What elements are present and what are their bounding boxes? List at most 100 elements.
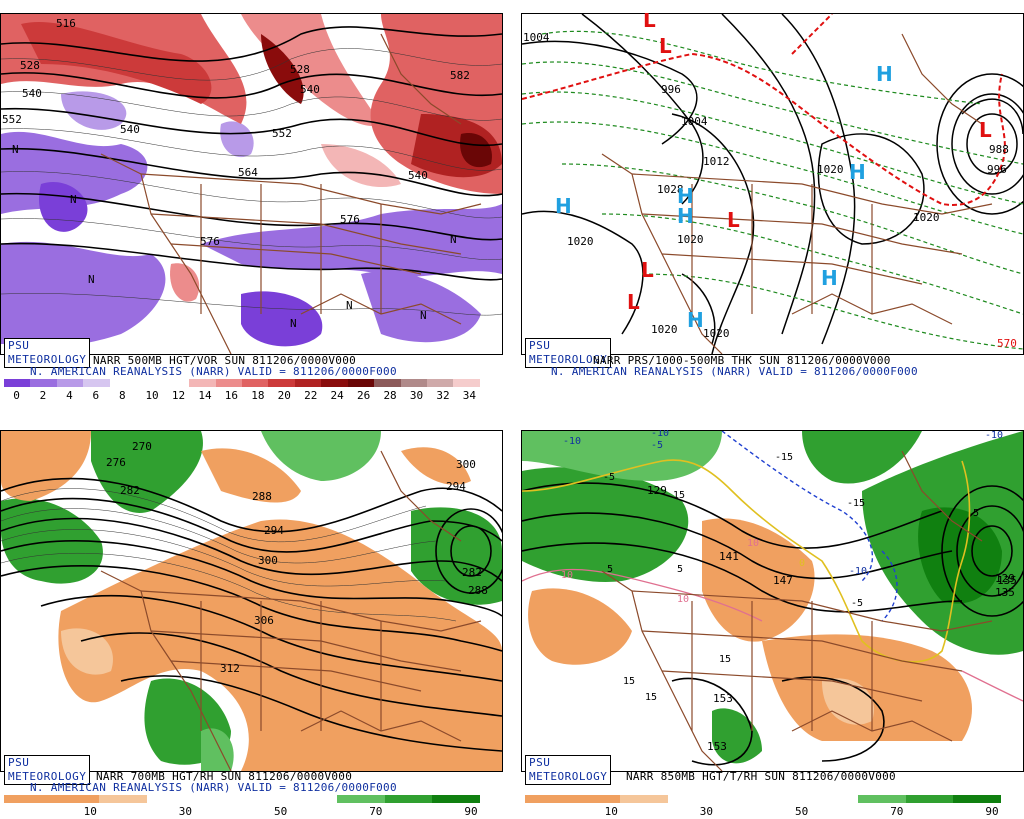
colorbar-tick-label: 24	[330, 389, 344, 402]
map-850mb	[521, 430, 1024, 772]
high-pressure-symbol: H	[876, 62, 893, 86]
colorbar-swatch	[268, 379, 295, 387]
colorbar-swatch	[620, 795, 668, 803]
colorbar-swatch	[241, 379, 269, 387]
psu-logo: PSU METEOROLOGY	[525, 755, 612, 785]
isobar-label: 1020	[703, 327, 730, 340]
isobar-label: 1012	[703, 155, 730, 168]
colorbar-tick-label: 26	[357, 389, 371, 402]
colorbar-swatch	[572, 795, 621, 803]
colorbar-swatch	[189, 379, 216, 387]
map-500mb	[0, 13, 503, 355]
temperature-label: 15	[623, 676, 635, 687]
colorbar-labels: 10 30 50 70 90	[525, 805, 1001, 818]
colorbar-swatch	[374, 379, 401, 387]
colorbar-tick-label: 28	[383, 389, 397, 402]
colorbar-tick-label: 50	[274, 805, 288, 818]
low-pressure-symbol: L	[659, 34, 672, 58]
panel-caption: NARR PRS/1000-500MB THK SUN 811206/0000V…	[593, 354, 891, 367]
panel-subcaption: N. AMERICAN REANALYSIS (NARR) VALID = 81…	[30, 781, 397, 794]
isobar-label: 1004	[523, 31, 550, 44]
contour-label: 312	[220, 662, 240, 675]
isobar-label: 1020	[677, 233, 704, 246]
psu-logo: PSU METEOROLOGY	[4, 338, 91, 368]
colorbar-labels: 0 2 4 6 8 10 12 14 16 18 20 22 24 26 28 30 32 34	[4, 389, 480, 402]
colorbar-swatch	[953, 795, 1001, 803]
contour-label: 582	[450, 69, 470, 82]
high-pressure-symbol: H	[677, 204, 694, 228]
contour-label: 306	[254, 614, 274, 627]
isobar-label: 1020	[567, 235, 594, 248]
colorbar-swatch	[715, 795, 763, 803]
vort-min-label: N	[70, 193, 77, 206]
colorbar-tick-label: 10	[145, 389, 159, 402]
temperature-label: -10	[651, 430, 669, 439]
colorbar-swatch	[99, 795, 147, 803]
contour-label: 129	[995, 572, 1015, 585]
temperature-label: 10	[747, 538, 759, 549]
contour-label: 576	[340, 213, 360, 226]
high-pressure-symbol: H	[821, 266, 838, 290]
contour-label: 294	[446, 480, 466, 493]
high-pressure-symbol: H	[555, 194, 572, 218]
contour-label: 288	[468, 584, 488, 597]
colorbar-swatch	[347, 379, 375, 387]
contour-label: 528	[20, 59, 40, 72]
temperature-label: 10	[561, 570, 573, 581]
colorbar-swatch	[4, 795, 52, 803]
panel-caption: NARR 500MB HGT/VOR SUN 811206/0000V000	[93, 354, 357, 367]
temperature-label: 5	[677, 564, 683, 575]
high-pressure-symbol: H	[849, 160, 866, 184]
isobar-label: 1020	[817, 163, 844, 176]
isobar-label: 1020	[913, 211, 940, 224]
contour-label: 300	[456, 458, 476, 471]
colorbar-swatch	[30, 379, 57, 387]
temperature-label: -5	[603, 472, 615, 483]
temperature-label: -10	[849, 566, 867, 577]
contour-label: 540	[120, 123, 140, 136]
colorbar-swatch	[4, 379, 31, 387]
contour-label: 129	[647, 484, 667, 497]
map-mslp-labels: 1004 996 1004 1012 1020 1020 1028 1020 1…	[523, 13, 1017, 350]
colorbar-swatch	[241, 795, 290, 803]
panel-caption: NARR 700MB HGT/RH SUN 811206/0000V000	[96, 770, 353, 783]
temperature-label: 0	[799, 558, 805, 569]
contour-label: 540	[22, 87, 42, 100]
colorbar-labels: 10 30 50 70 90	[4, 805, 480, 818]
temperature-label: 10	[677, 594, 689, 605]
isobar-label: 1004	[681, 115, 708, 128]
contour-label: 528	[290, 63, 310, 76]
colorbar-tick-label: 50	[795, 805, 809, 818]
temperature-label: 15	[719, 654, 731, 665]
contour-label: 294	[264, 524, 284, 537]
colorbar	[4, 379, 480, 387]
contour-label: 576	[200, 235, 220, 248]
colorbar-swatch	[321, 379, 348, 387]
thickness-label: 570	[997, 337, 1017, 350]
temperature-label: 5	[607, 564, 613, 575]
contour-label: 288	[252, 490, 272, 503]
contour-label: 135	[995, 586, 1015, 599]
colorbar	[4, 795, 480, 803]
colorbar-swatch	[427, 379, 454, 387]
isobar-label: 996	[661, 83, 681, 96]
colorbar-swatch	[109, 379, 137, 387]
contour-label: 552	[272, 127, 292, 140]
map-500mb-labels: 516 528 540 552 564 576 540 528 540 552 …	[2, 17, 470, 330]
colorbar-swatch	[215, 379, 242, 387]
colorbar-swatch	[194, 795, 242, 803]
contour-label: 147	[773, 574, 793, 587]
contour-label: 276	[106, 456, 126, 469]
panel-subcaption: N. AMERICAN REANALYSIS (NARR) VALID = 81…	[30, 365, 397, 378]
high-pressure-symbol: H	[687, 308, 704, 332]
vort-min-label: N	[88, 273, 95, 286]
temperature-label: 15	[673, 490, 685, 501]
isobar-label: 996	[987, 163, 1007, 176]
vort-min-label: N	[450, 233, 457, 246]
colorbar-tick-label: 22	[304, 389, 318, 402]
colorbar-tick-label: 0	[13, 389, 20, 402]
contour-label: 141	[719, 550, 739, 563]
colorbar-tick-label: 30	[178, 805, 193, 818]
contour-label: 282	[120, 484, 140, 497]
isobar-label: 988	[989, 143, 1009, 156]
